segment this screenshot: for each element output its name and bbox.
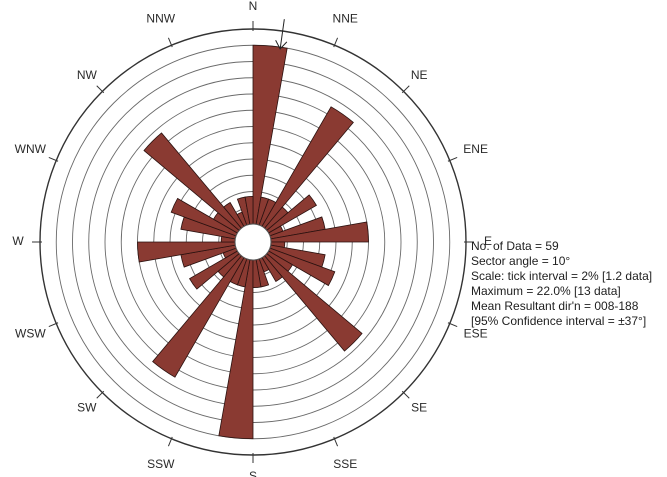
stats-maximum: Maximum = 22.0% [13 data] [471, 284, 621, 298]
compass-tick [48, 322, 59, 328]
stats-sector-angle: Sector angle = 10° [471, 254, 570, 268]
compass-tick [48, 156, 59, 162]
direction-label-se: SE [411, 400, 427, 414]
direction-label-nnw: NNW [146, 12, 175, 26]
compass-tick [96, 390, 105, 399]
direction-label-n: N [249, 0, 258, 13]
center-hole [234, 223, 272, 261]
direction-label-wsw: WSW [15, 326, 46, 340]
compass-tick [401, 85, 410, 94]
mean-resultant-arrow [275, 19, 288, 50]
direction-label-ne: NE [411, 68, 428, 82]
compass-tick [447, 156, 458, 162]
direction-label-nne: NNE [333, 12, 358, 26]
stats-scale: Scale: tick interval = 2% [1.2 data] [471, 269, 652, 283]
direction-labels: N NNE NE ENE E ESE SE SSE S SSW SW WSW W WNW NW NNW [12, 0, 492, 477]
direction-label-ene: ENE [463, 142, 488, 156]
compass-tick [96, 85, 105, 94]
compass-tick [333, 436, 339, 447]
compass-tick [333, 37, 339, 48]
direction-label-ese: ESE [464, 326, 488, 340]
stats-n-data: No. of Data = 59 [471, 239, 559, 253]
stats-box: No. of Data = 59 Sector angle = 10° Scal… [471, 239, 652, 328]
direction-label-wnw: WNW [15, 142, 47, 156]
compass-tick [167, 436, 173, 447]
direction-label-sw: SW [77, 400, 97, 414]
compass-tick [401, 390, 410, 399]
mean-arrow-shaft [279, 19, 285, 49]
direction-label-ssw: SSW [147, 457, 175, 471]
stats-confidence: [95% Confidence interval = ±37°] [471, 314, 646, 328]
direction-label-e: E [484, 234, 492, 248]
compass-tick [447, 322, 458, 328]
stats-mean-direction: Mean Resultant dir'n = 008-188 [471, 299, 639, 313]
mean-arrow-head [275, 40, 288, 50]
direction-label-sse: SSE [333, 457, 357, 471]
compass-ticks [32, 21, 474, 463]
direction-label-s: S [249, 469, 257, 477]
direction-label-nw: NW [77, 68, 98, 82]
direction-label-w: W [12, 234, 24, 248]
compass-tick [167, 37, 173, 48]
rose-sectors [137, 44, 369, 440]
